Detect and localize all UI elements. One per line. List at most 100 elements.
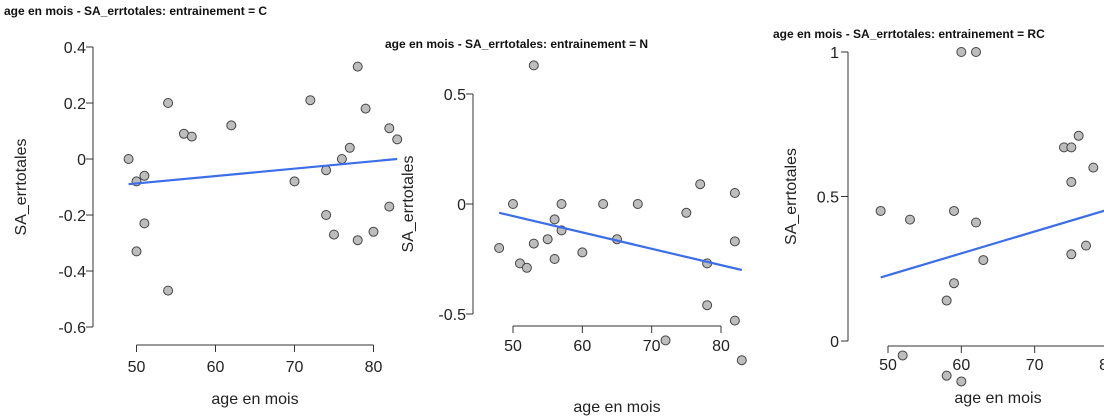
data-point [549, 214, 560, 225]
chart-title: age en mois - SA_errtotales: entrainemen… [4, 4, 267, 18]
data-point [368, 226, 379, 237]
data-point [956, 47, 967, 57]
y-axis-label: SA_errtotales [783, 148, 800, 245]
x-tick-label: 80 [1099, 357, 1104, 374]
y-tick-label: 0 [77, 152, 86, 169]
x-tick-label: 60 [952, 357, 970, 374]
data-point [514, 258, 525, 269]
y-tick-label: -0.2 [58, 208, 86, 225]
data-point [305, 95, 316, 106]
y-tick-label: 0 [457, 197, 466, 214]
data-point [971, 217, 981, 228]
data-point [384, 201, 395, 212]
data-point [556, 199, 567, 209]
chart-title: age en mois - SA_errtotales: entrainemen… [773, 27, 1045, 41]
data-point [702, 300, 713, 311]
data-point [139, 218, 150, 229]
y-tick-label: 1 [830, 45, 839, 62]
data-point [905, 214, 915, 225]
data-point [941, 370, 952, 381]
data-point [1066, 142, 1077, 153]
data-point [392, 134, 403, 145]
data-point [321, 210, 332, 220]
data-point [577, 247, 588, 258]
data-point [978, 255, 989, 266]
y-tick-label: -0.6 [58, 320, 86, 337]
x-axis-label: age en mois [954, 390, 1041, 407]
data-point [1066, 249, 1077, 260]
data-point [289, 176, 300, 187]
data-point [549, 254, 560, 264]
data-point [736, 355, 747, 366]
data-point [729, 315, 740, 326]
data-point [681, 207, 692, 218]
x-axis-label: age en mois [573, 399, 660, 416]
y-axis-label: SA_errtotales [13, 139, 30, 236]
data-point [941, 295, 952, 306]
data-point [1081, 240, 1091, 251]
regression-line [128, 157, 398, 186]
x-tick-label: 60 [207, 359, 225, 376]
x-tick-label: 80 [712, 338, 730, 355]
data-point [1088, 162, 1099, 173]
scatter-panel-3: age en mois - SA_errtotales: entrainemen… [773, 27, 1104, 407]
data-point [352, 61, 363, 72]
scatter-panel-2: age en mois - SA_errtotales: entrainemen… [385, 37, 747, 416]
data-point [875, 205, 886, 216]
data-point [971, 47, 981, 57]
data-point [494, 243, 505, 253]
x-tick-label: 50 [504, 338, 522, 355]
data-point [123, 154, 134, 164]
y-tick-label: 0.4 [64, 40, 86, 57]
data-point [660, 335, 671, 346]
y-tick-label: 0.5 [817, 190, 839, 207]
data-point [956, 376, 967, 387]
data-point [360, 103, 371, 114]
chart-title: age en mois - SA_errtotales: entrainemen… [385, 37, 648, 51]
x-tick-label: 70 [286, 359, 304, 376]
x-tick-label: 80 [365, 359, 383, 376]
data-point [163, 285, 174, 296]
data-point [695, 179, 706, 190]
x-tick-label: 70 [643, 338, 661, 355]
data-point [632, 199, 643, 209]
y-tick-label: 0.5 [444, 87, 466, 104]
data-point [1066, 177, 1077, 188]
data-point [131, 246, 142, 257]
data-point [542, 234, 553, 245]
data-point [139, 170, 150, 181]
data-point [186, 131, 197, 142]
x-axis-label: age en mois [211, 391, 298, 408]
data-point [897, 350, 908, 361]
data-point [163, 98, 174, 108]
data-point [949, 205, 959, 216]
data-point [729, 188, 740, 198]
data-point [352, 235, 363, 246]
data-point [336, 154, 347, 164]
data-point [528, 60, 539, 71]
data-point [1073, 130, 1084, 141]
regression-line [498, 211, 743, 272]
x-tick-label: 60 [573, 338, 591, 355]
data-point [329, 229, 339, 240]
x-tick-label: 50 [128, 359, 146, 376]
x-tick-label: 50 [879, 357, 897, 374]
x-tick-label: 70 [1026, 357, 1044, 374]
y-tick-label: 0 [830, 334, 839, 351]
y-tick-label: -0.4 [58, 264, 86, 281]
y-tick-label: 0.2 [64, 96, 86, 113]
regression-line [880, 209, 1104, 279]
data-point [521, 262, 532, 273]
data-point [729, 236, 740, 247]
scatter-panel-1: age en mois - SA_errtotales: entrainemen… [4, 4, 403, 408]
data-point [508, 199, 518, 209]
data-point [598, 199, 609, 209]
data-point [528, 238, 539, 249]
y-axis-label: SA_errtotales [400, 156, 417, 253]
data-point [344, 142, 355, 153]
data-point [384, 123, 395, 134]
data-point [949, 278, 959, 289]
y-tick-label: -0.5 [438, 307, 466, 324]
data-point [226, 120, 237, 131]
